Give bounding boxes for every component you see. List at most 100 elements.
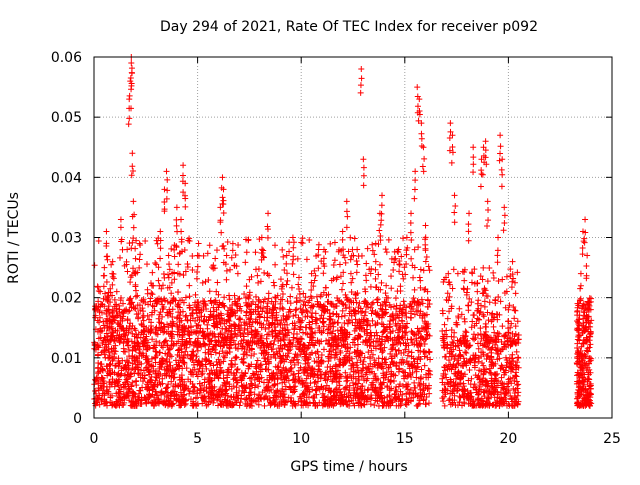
data-point [180,359,187,366]
data-point [424,332,431,339]
data-point [417,355,424,362]
data-point [157,245,164,252]
data-point [407,219,414,226]
data-point [186,304,193,311]
data-point [237,399,244,406]
data-point [279,291,286,298]
data-point [484,223,491,230]
data-point [163,195,170,202]
data-point [408,210,415,217]
data-point [367,270,374,277]
data-point [95,335,102,342]
data-point [183,339,190,346]
data-point [212,349,219,356]
data-point [399,318,406,325]
data-point [99,390,106,397]
data-point [163,384,170,391]
data-point [470,312,477,319]
data-point [246,292,253,299]
data-point [328,351,335,358]
data-point [360,182,367,189]
data-point [320,346,327,353]
data-point [441,345,448,352]
data-point [373,329,380,336]
data-point [130,224,137,231]
data-point [588,295,595,302]
data-point [335,339,342,346]
data-point [577,295,584,302]
data-point [581,398,588,405]
data-point [107,337,114,344]
data-point [482,320,489,327]
data-point [501,333,508,340]
data-point [246,395,253,402]
data-point [580,402,587,409]
data-point [495,351,502,358]
data-point [320,255,327,262]
data-point [277,342,284,349]
data-point [498,338,505,345]
data-point [270,369,277,376]
data-point [505,329,512,336]
data-point [287,366,294,373]
data-point [101,380,108,387]
data-point [281,358,288,365]
data-point [400,373,407,380]
data-point [376,261,383,268]
data-point [485,207,492,214]
data-point [318,351,325,358]
data-point [124,268,131,275]
data-point [308,325,315,332]
data-point [265,210,272,217]
data-point [408,255,415,262]
data-point [496,330,503,337]
data-point [354,347,361,354]
data-point [579,251,586,258]
data-point [234,307,241,314]
data-point [192,395,199,402]
data-point [373,337,380,344]
data-point [123,261,130,268]
data-point [346,382,353,389]
data-point [490,269,497,276]
data-point [175,261,182,268]
data-point [206,371,213,378]
data-point [369,247,376,254]
data-point [358,75,365,82]
data-point [446,293,453,300]
data-point [129,360,136,367]
data-point [384,334,391,341]
data-point [422,324,429,331]
data-point [414,363,421,370]
data-point [418,333,425,340]
data-point [476,376,483,383]
data-point [223,379,230,386]
data-point [320,246,327,253]
data-point [326,317,333,324]
data-point [343,224,350,231]
data-point [358,66,365,73]
data-point [320,270,327,277]
data-point [125,342,132,349]
data-point [228,393,235,400]
data-point [95,378,102,385]
data-point [203,402,210,409]
data-point [220,186,227,193]
data-point [335,386,342,393]
data-point [252,327,259,334]
data-point [376,227,383,234]
data-point [481,366,488,373]
y-tick-label: 0.04 [51,170,82,186]
data-point [452,383,459,390]
data-point [204,325,211,332]
data-point [262,358,269,365]
data-point [354,359,361,366]
data-point [168,290,175,297]
data-point [159,380,166,387]
data-point [420,267,427,274]
data-point [456,399,463,406]
data-point [165,274,172,281]
data-point [278,398,285,405]
data-point [508,361,515,368]
data-point [135,396,142,403]
